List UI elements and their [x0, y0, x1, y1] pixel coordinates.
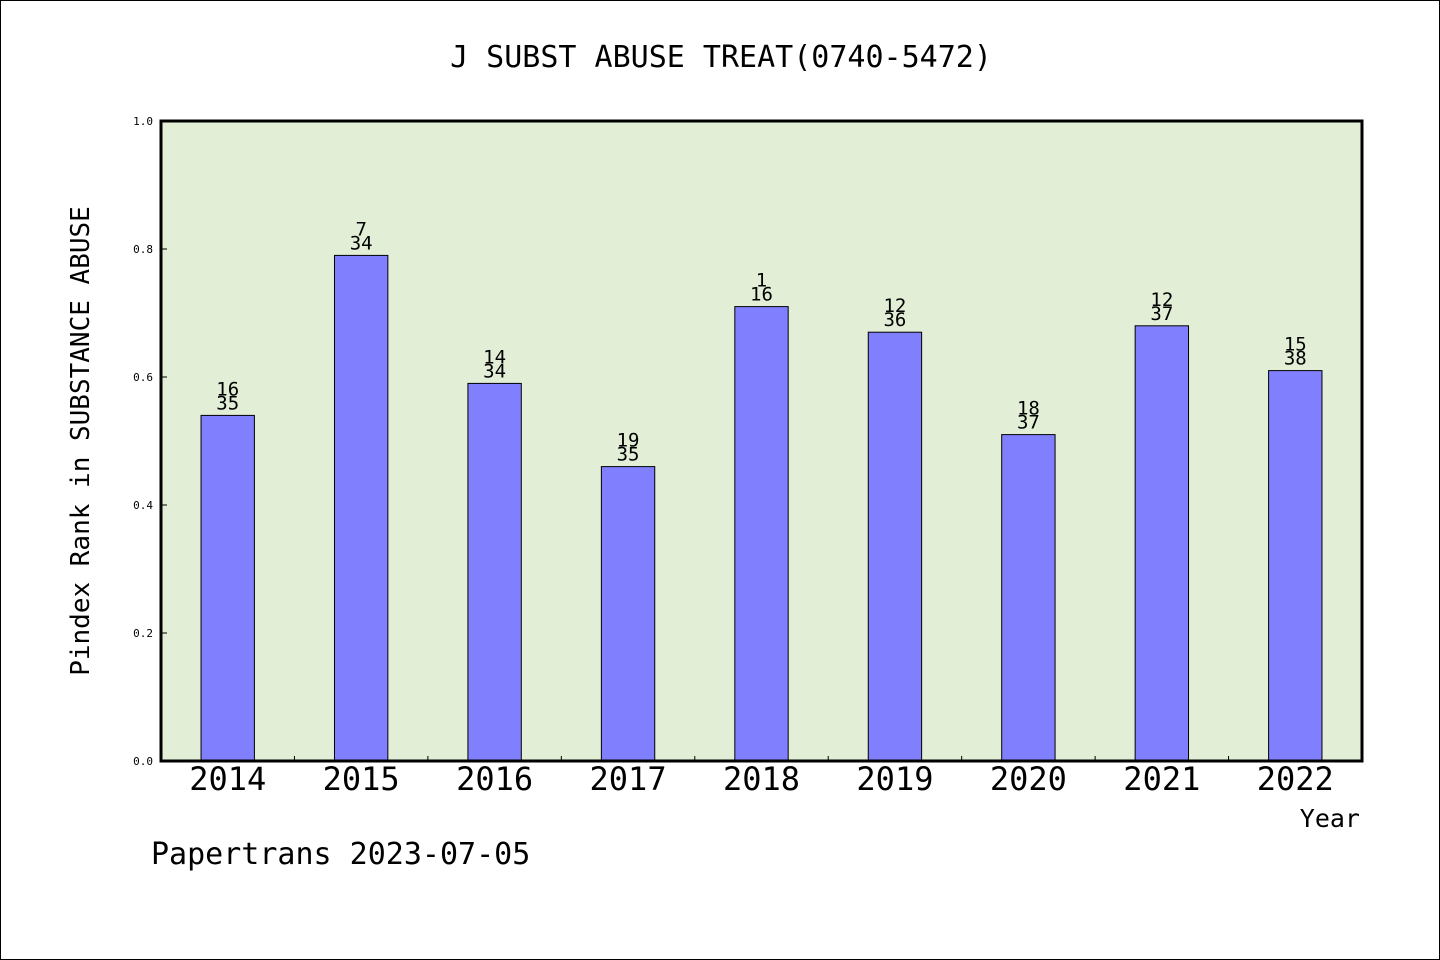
bar-total-label-2021: 37 — [1150, 303, 1173, 325]
x-tick-label-2017: 2017 — [590, 760, 667, 798]
bar-2019 — [867, 331, 923, 762]
bar-rank-label-2018: 1 — [756, 270, 767, 292]
x-tick-label-2016: 2016 — [456, 760, 533, 798]
chart-title: J SUBST ABUSE TREAT(0740-5472) — [450, 40, 992, 75]
x-axis-ticks: 2014 2015 2016 2017 2018 2019 2020 2021 2022 — [189, 756, 1334, 798]
y-tick-label-0.4: 0.4 — [133, 499, 153, 512]
bar-rank-label-2016: 14 — [483, 346, 506, 368]
bar-rank-label-2017: 19 — [617, 430, 640, 452]
x-tick-label-2022: 2022 — [1257, 760, 1334, 798]
bar-2017 — [600, 466, 656, 762]
bar-2018 — [734, 306, 789, 762]
bar-rank-label-2020: 18 — [1017, 398, 1040, 420]
y-tick-label-1.0: 1.0 — [133, 115, 153, 128]
y-tick-label-0.2: 0.2 — [133, 627, 153, 640]
y-axis-label: Pindex Rank in SUBSTANCE ABUSE — [66, 206, 96, 676]
bar-rank-label-2022: 15 — [1284, 334, 1307, 356]
plot-border — [159, 119, 1364, 763]
bar-total-label-2015: 34 — [350, 232, 373, 254]
bar-total-label-2016: 34 — [483, 360, 506, 382]
x-tick-label-2018: 2018 — [723, 760, 800, 798]
bar-rank-label-2019: 12 — [883, 295, 906, 317]
bar-2016 — [467, 382, 522, 762]
y-axis-ticks: 0.0 0.2 0.4 0.6 0.8 1.0 — [133, 115, 167, 768]
bars-group — [200, 254, 1323, 762]
y-tick-label-0.8: 0.8 — [133, 243, 153, 256]
bar-total-label-2020: 37 — [1017, 412, 1040, 434]
bar-total-label-2019: 36 — [883, 309, 906, 331]
y-tick-label-0.0: 0.0 — [133, 755, 153, 768]
x-tick-label-2019: 2019 — [856, 760, 933, 798]
bar-2015 — [333, 254, 389, 762]
x-tick-label-2020: 2020 — [990, 760, 1067, 798]
bar-total-label-2017: 35 — [617, 444, 640, 466]
bar-total-label-2014: 35 — [216, 392, 239, 414]
x-axis-label: Year — [1300, 804, 1360, 833]
bar-total-label-2022: 38 — [1284, 348, 1307, 370]
bar-rank-label-2015: 7 — [355, 218, 366, 240]
bar-total-label-2018: 16 — [750, 284, 773, 306]
y-tick-label-0.6: 0.6 — [133, 371, 153, 384]
x-tick-label-2015: 2015 — [323, 760, 400, 798]
bar-2021 — [1134, 325, 1190, 762]
bar-rank-label-2014: 16 — [216, 378, 239, 400]
x-tick-label-2021: 2021 — [1123, 760, 1200, 798]
bar-2020 — [1001, 434, 1056, 762]
footer-credit: Papertrans 2023-07-05 — [151, 837, 530, 872]
bar-2014 — [200, 414, 255, 762]
bar-2022 — [1268, 370, 1323, 762]
bar-rank-label-2021: 12 — [1150, 289, 1173, 311]
x-tick-label-2014: 2014 — [189, 760, 266, 798]
